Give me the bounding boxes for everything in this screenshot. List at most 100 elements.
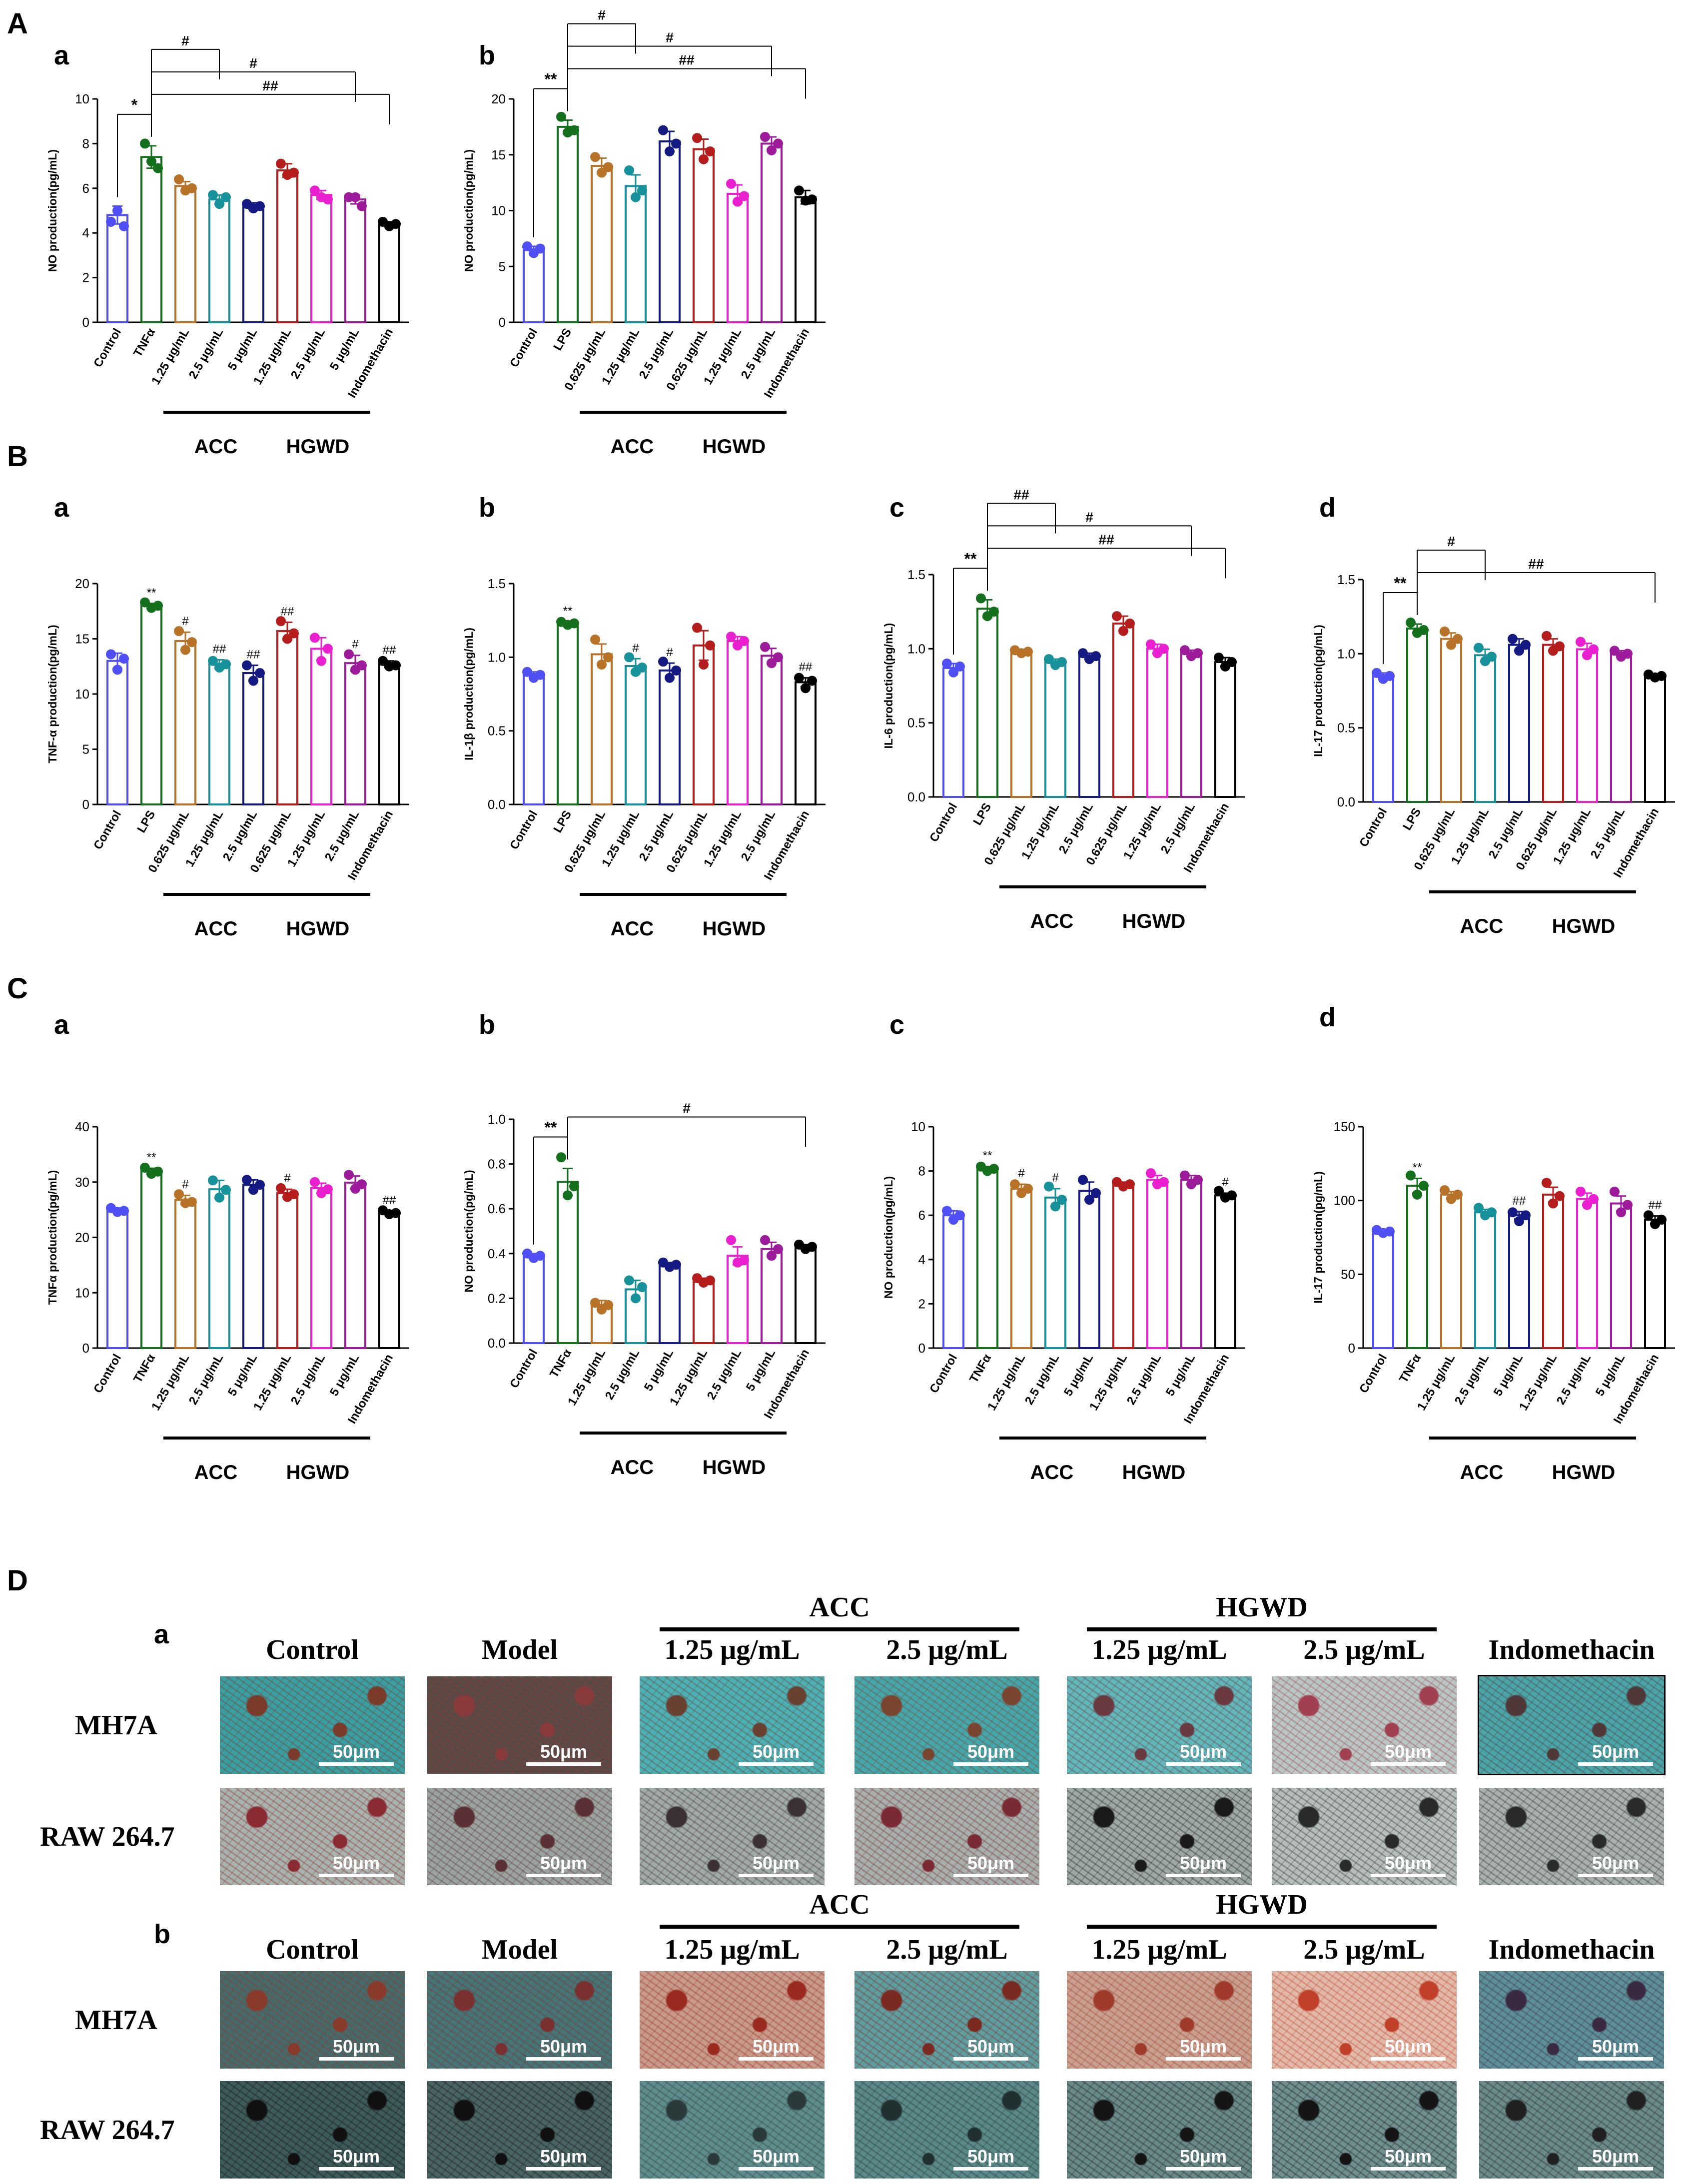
x-tick-label: 5 μg/mL [1163, 1352, 1198, 1399]
y-tick-label: 0.0 [907, 789, 925, 804]
bar [591, 653, 613, 805]
data-point [289, 628, 299, 639]
data-point [535, 670, 545, 680]
bar [208, 1188, 230, 1349]
mh7a-micrograph: 50μm [220, 1676, 405, 1774]
scale-bar-label: 50μm [1179, 2146, 1227, 2167]
y-tick-label: 0.4 [488, 1246, 506, 1261]
data-point [276, 1183, 286, 1193]
data-point [671, 665, 681, 676]
data-point [658, 125, 668, 135]
x-tick-label: 5 μg/mL [1593, 1352, 1628, 1399]
scale-bar-line [319, 2057, 394, 2061]
data-point [187, 1197, 197, 1207]
y-tick-label: 0 [82, 315, 89, 330]
x-tick-label: 5 μg/mL [1061, 1352, 1096, 1399]
x-tick-label: Control [91, 808, 124, 852]
raw264-micrograph: 50μm [427, 1788, 612, 1885]
bar [727, 1255, 749, 1345]
group-label: HGWD [286, 1461, 350, 1483]
data-point [773, 1244, 783, 1254]
y-tick-label: 5 [82, 742, 89, 757]
x-tick-label: Control [507, 326, 540, 370]
data-point [242, 660, 252, 671]
scale-bar: 50μm [739, 1741, 814, 1766]
y-tick-label: 15 [75, 632, 89, 647]
data-point [1125, 618, 1135, 629]
bar [1440, 638, 1462, 803]
data-point [699, 154, 709, 164]
micrograph-column-header: 2.5 μg/mL [886, 1934, 1008, 1965]
raw264-micrograph: 50μm [427, 2081, 612, 2179]
data-point [955, 661, 965, 672]
data-point [174, 626, 184, 637]
x-tick-label: LPS [551, 808, 574, 835]
data-point [726, 1235, 736, 1245]
data-point [1227, 1190, 1237, 1201]
data-point [1091, 651, 1101, 662]
panel-label-Da: a [154, 1619, 169, 1649]
scale-bar: 50μm [1371, 2146, 1446, 2171]
data-point [569, 1181, 579, 1192]
data-point [739, 191, 749, 201]
group-label: ACC [1460, 1461, 1504, 1483]
significance-mark: # [1222, 1176, 1229, 1189]
data-point [692, 133, 702, 143]
data-point [153, 601, 163, 611]
bar [1372, 1230, 1394, 1350]
significance-mark: # [284, 1172, 291, 1185]
data-point [242, 1175, 252, 1185]
group-label: ACC [194, 1461, 238, 1483]
raw264-micrograph: 50μm [640, 1788, 825, 1885]
panel-label-Bd: d [1319, 493, 1336, 523]
scale-bar-label: 50μm [1384, 1741, 1432, 1762]
raw264-micrograph: 50μm [1272, 2081, 1457, 2179]
y-axis-label: IL-17 production(pg/mL) [1312, 625, 1325, 756]
data-point [1050, 1201, 1060, 1212]
scale-bar-label: 50μm [967, 1741, 1015, 1762]
bar [106, 660, 128, 805]
x-tick-label: 2.5 μg/mL [288, 326, 328, 382]
group-label: ACC [1030, 910, 1074, 932]
data-point [1446, 640, 1456, 650]
scale-bar-line [1371, 2167, 1446, 2171]
micrograph-column-header: 1.25 μg/mL [664, 1934, 800, 1965]
data-point [569, 618, 579, 629]
scale-bar: 50μm [953, 2146, 1028, 2171]
bar [242, 672, 264, 805]
data-point [140, 1162, 150, 1173]
scale-bar-label: 50μm [967, 1853, 1015, 1873]
bracket-mark: ## [262, 78, 278, 93]
scale-bar-line [319, 2167, 394, 2171]
chart-B-c: 0.0 0.5 1.0 1.5 IL-6 production(pg/mL) Contro… [882, 487, 1245, 932]
data-point [760, 642, 770, 652]
scale-bar-label: 50μm [1384, 2036, 1432, 2057]
data-point [624, 1275, 634, 1286]
chart-C-d: 0 50 100 150 IL-17 production(pg/mL) Control T… [1312, 1119, 1675, 1483]
x-tick-label: Control [91, 326, 124, 370]
bar [1010, 651, 1032, 798]
group-label: HGWD [1122, 910, 1186, 932]
significance-mark: ## [213, 642, 226, 656]
data-point [1616, 1207, 1626, 1218]
mh7a-micrograph: 50μm [427, 1971, 612, 2069]
bar [1146, 648, 1168, 798]
data-point [391, 660, 401, 671]
mh7a-micrograph: 50μm [1067, 1971, 1252, 2069]
y-tick-label: 1.0 [1337, 646, 1355, 661]
raw264-micrograph: 50μm [1272, 1788, 1457, 1885]
data-point [1057, 1195, 1067, 1205]
data-point [323, 194, 333, 205]
scale-bar: 50μm [1166, 1853, 1241, 1877]
data-point [535, 1251, 545, 1261]
data-point [671, 138, 681, 149]
x-tick-label: 2.5 μg/mL [1158, 801, 1198, 856]
bar [795, 681, 817, 805]
y-axis-label: TNFα production(pg/mL) [46, 1170, 59, 1305]
data-point [1514, 1216, 1524, 1227]
x-tick-label: 2.5 μg/mL [220, 808, 260, 864]
panel-label-Bb: b [479, 493, 495, 523]
scale-bar-line [739, 1762, 814, 1766]
data-point [794, 673, 804, 683]
data-point [1193, 648, 1203, 659]
